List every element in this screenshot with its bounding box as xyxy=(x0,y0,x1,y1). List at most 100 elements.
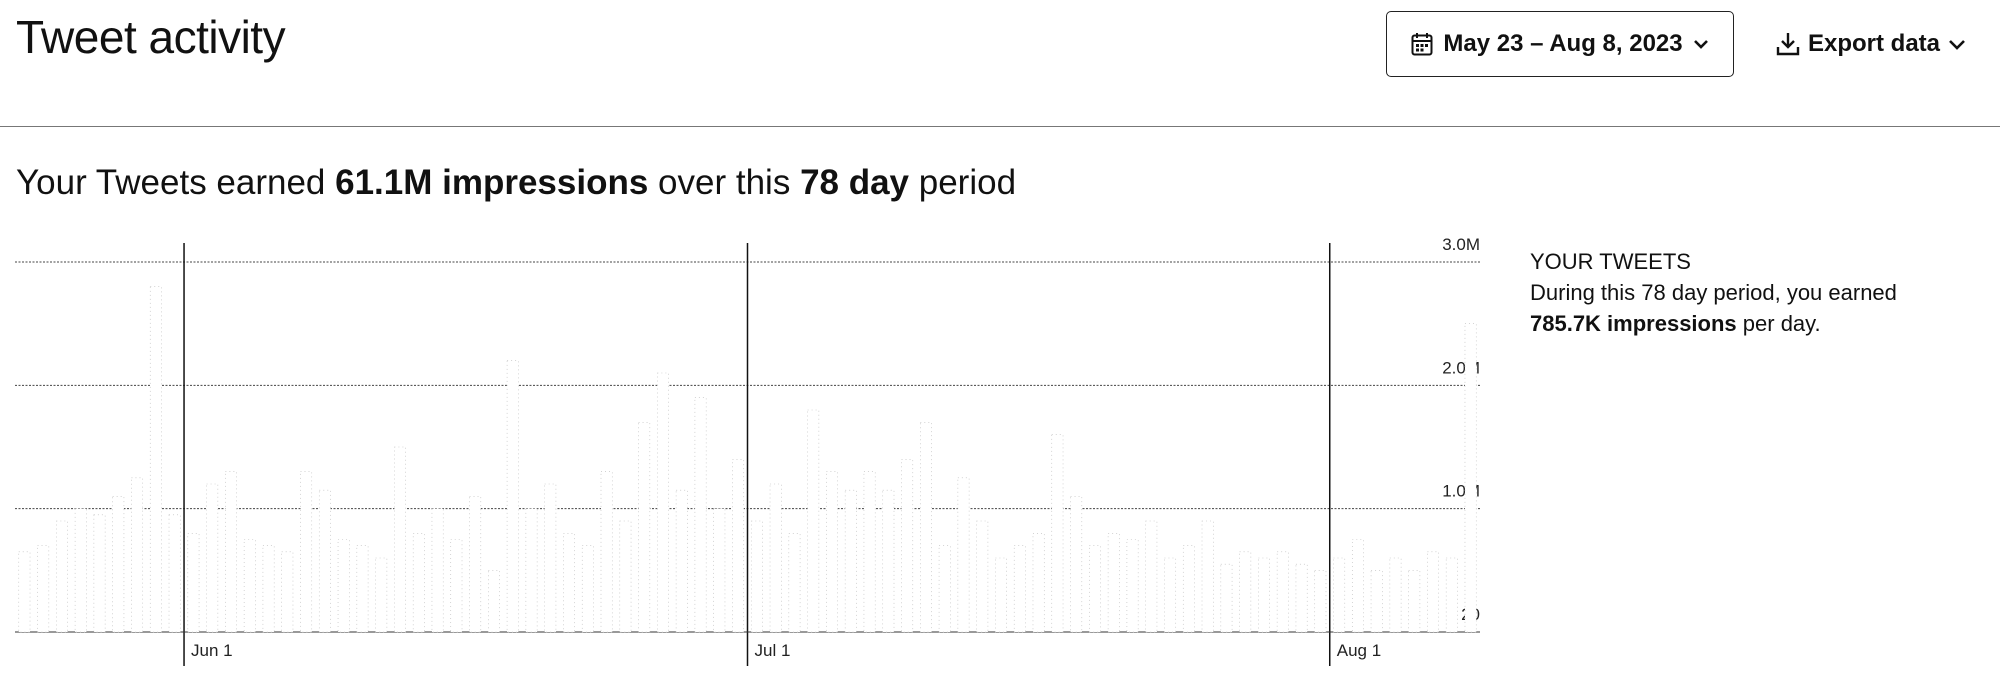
impressions-bar xyxy=(1070,496,1083,633)
impressions-bar xyxy=(337,539,350,633)
impressions-bar xyxy=(1126,539,1139,633)
x-tick-label: Jun 1 xyxy=(191,641,233,660)
impressions-bar xyxy=(112,496,125,633)
impressions-bar xyxy=(882,489,895,633)
export-data-label: Export data xyxy=(1808,30,1941,57)
impressions-bar xyxy=(863,471,876,633)
impressions-bar xyxy=(1427,551,1439,633)
impressions-bar xyxy=(638,422,651,633)
impressions-bar xyxy=(469,496,482,633)
impressions-bar xyxy=(74,508,87,633)
impressions-bar xyxy=(56,520,68,633)
impressions-bar xyxy=(168,514,181,633)
impressions-bar xyxy=(1464,323,1477,633)
impressions-bar xyxy=(694,397,707,633)
impressions-bar xyxy=(93,514,106,633)
impressions-bar xyxy=(1408,570,1421,633)
impressions-bar xyxy=(488,570,500,633)
impressions-bar xyxy=(300,471,313,633)
impressions-bar xyxy=(431,508,444,633)
your-tweets-title: YOUR TWEETS xyxy=(1530,249,1691,274)
impressions-bar xyxy=(976,520,989,633)
impressions-bar xyxy=(1370,570,1383,633)
impressions-bar xyxy=(563,533,576,633)
y-tick-label: 3.0M xyxy=(1442,238,1480,254)
impressions-bar xyxy=(1220,563,1233,633)
impressions-bar xyxy=(131,477,144,633)
summary-period: 78 day xyxy=(800,163,910,202)
impressions-bar xyxy=(1389,557,1402,633)
impressions-bar xyxy=(938,545,951,633)
impressions-bar xyxy=(1314,570,1327,633)
impressions-bar xyxy=(149,286,162,633)
impressions-bar xyxy=(18,551,31,633)
summary-middle: over this xyxy=(648,163,801,202)
header-divider xyxy=(0,126,2000,127)
page-title: Tweet activity xyxy=(16,11,286,63)
impressions-bar xyxy=(1013,545,1026,633)
summary-prefix: Your Tweets earned xyxy=(16,163,336,202)
x-tick-label: Jul 1 xyxy=(755,641,791,660)
impressions-bar xyxy=(581,545,594,633)
impressions-bar xyxy=(412,533,425,633)
impressions-bar xyxy=(826,471,838,633)
impressions-bar xyxy=(450,539,463,633)
impressions-bar xyxy=(919,422,932,633)
impressions-bar xyxy=(281,551,294,633)
impressions-bar xyxy=(788,533,801,633)
impressions-bar xyxy=(525,508,538,633)
impressions-bar xyxy=(1201,520,1214,633)
export-data-button[interactable]: Export data xyxy=(1776,11,1966,77)
impressions-bar xyxy=(732,459,745,633)
impressions-bar xyxy=(957,477,970,633)
impressions-bar xyxy=(206,483,219,633)
impressions-bar xyxy=(1032,533,1045,633)
impressions-bar xyxy=(356,545,369,633)
average-impressions-tail: per day. xyxy=(1736,311,1821,336)
impressions-bar xyxy=(1107,533,1120,633)
impressions-bar xyxy=(1333,557,1346,633)
impressions-bar xyxy=(544,483,557,633)
impressions-bar xyxy=(1295,563,1308,633)
impressions-bar xyxy=(394,446,406,633)
date-range-label: May 23 – Aug 8, 2023 xyxy=(1443,30,1683,57)
impressions-bar xyxy=(713,508,726,633)
impressions-bar xyxy=(318,489,331,633)
impressions-bar xyxy=(1239,551,1252,633)
x-tick-label: Aug 1 xyxy=(1337,641,1381,660)
impressions-bar xyxy=(1258,557,1270,633)
impressions-bar xyxy=(901,459,914,633)
impressions-bar xyxy=(995,557,1007,633)
impressions-bar xyxy=(600,471,613,633)
impressions-bar xyxy=(1276,551,1289,633)
your-tweets-description: During this 78 day period, you earned xyxy=(1530,280,1897,305)
date-range-button[interactable]: May 23 – Aug 8, 2023 xyxy=(1386,11,1734,77)
impressions-bar xyxy=(262,545,275,633)
impressions-bar xyxy=(1051,434,1064,633)
calendar-icon xyxy=(1411,33,1433,56)
impressions-bar xyxy=(1445,557,1458,633)
summary-suffix: period xyxy=(909,163,1017,202)
impressions-bar xyxy=(1182,545,1195,633)
average-impressions: 785.7K impressions xyxy=(1530,311,1737,336)
chevron-down-icon xyxy=(1949,40,1965,50)
impressions-bar xyxy=(1089,545,1101,633)
impressions-bar xyxy=(375,557,388,633)
download-icon xyxy=(1776,33,1800,56)
impressions-bar xyxy=(619,520,632,633)
impressions-bar xyxy=(187,533,200,633)
chevron-down-icon xyxy=(1693,40,1708,49)
impressions-summary: Your Tweets earned 61.1M impressions ove… xyxy=(16,163,1016,203)
summary-impressions: 61.1M impressions xyxy=(335,163,649,202)
impressions-bar xyxy=(1145,520,1158,633)
impressions-bar xyxy=(769,483,782,633)
impressions-bar xyxy=(1351,539,1364,633)
impressions-bar xyxy=(750,520,763,633)
impressions-bar xyxy=(37,545,50,633)
your-tweets-average: 785.7K impressions per day. xyxy=(1530,308,1970,339)
impressions-bar xyxy=(243,539,256,633)
impressions-bar xyxy=(506,360,519,633)
your-tweets-panel: YOUR TWEETS During this 78 day period, y… xyxy=(1530,246,1970,339)
